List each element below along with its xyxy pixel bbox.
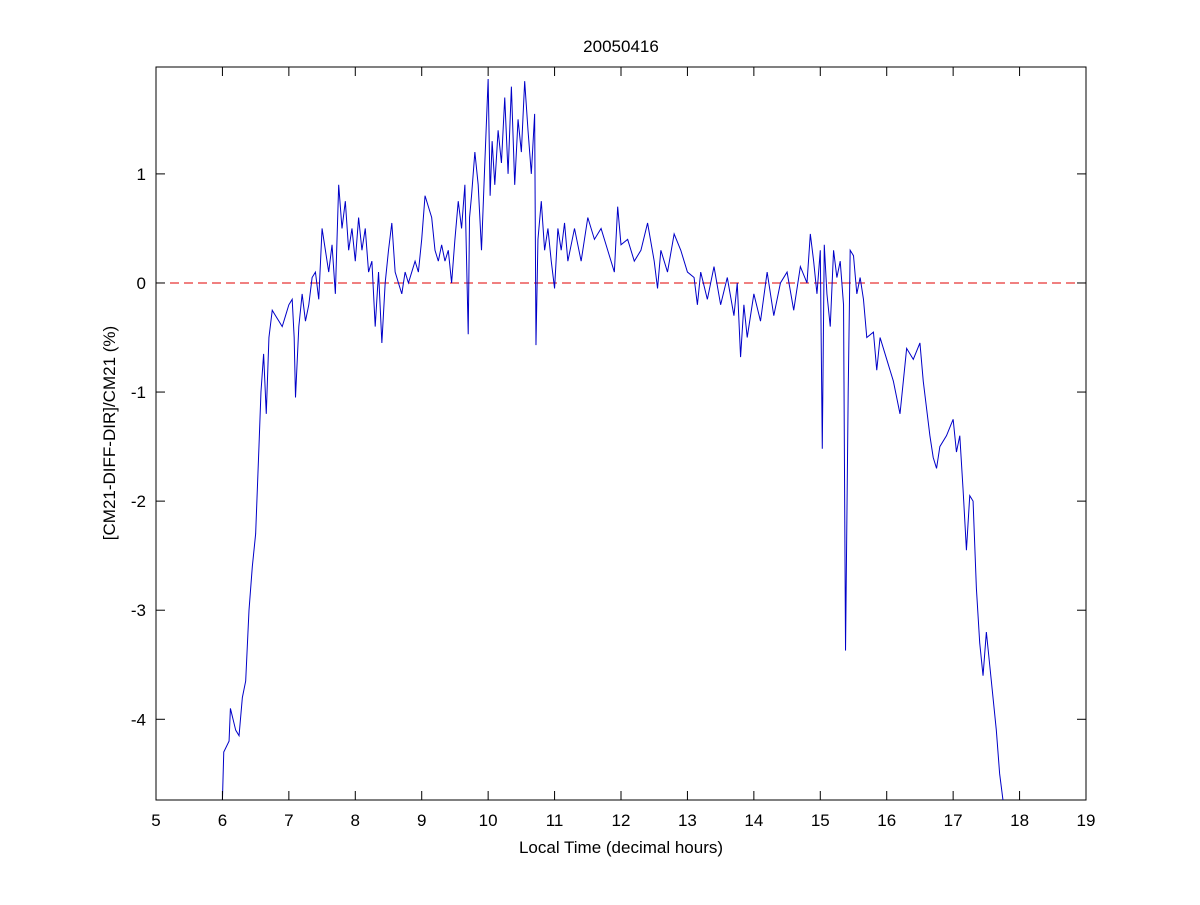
x-tick-label: 6 [218, 811, 227, 830]
y-axis-label: [CM21-DIFF-DIR]/CM21 (%) [100, 326, 119, 540]
y-tick-label: -1 [131, 383, 146, 402]
x-tick-label: 16 [877, 811, 896, 830]
x-tick-label: 13 [678, 811, 697, 830]
x-tick-label: 10 [479, 811, 498, 830]
y-tick-label: -3 [131, 601, 146, 620]
x-tick-label: 7 [284, 811, 293, 830]
data-line [221, 78, 1004, 800]
plot-area [156, 78, 1086, 800]
x-tick-label: 17 [944, 811, 963, 830]
x-tick-label: 5 [151, 811, 160, 830]
x-axis-label: Local Time (decimal hours) [519, 838, 723, 857]
y-tick-label: -4 [131, 710, 146, 729]
y-tick-label: -2 [131, 492, 146, 511]
x-tick-label: 12 [612, 811, 631, 830]
x-tick-label: 11 [546, 811, 564, 830]
y-tick-label: 1 [137, 165, 146, 184]
x-tick-label: 14 [744, 811, 763, 830]
y-tick-label: 0 [137, 274, 146, 293]
plot-frame [155, 66, 1087, 801]
x-tick-label: 19 [1077, 811, 1096, 830]
x-tick-label: 9 [417, 811, 426, 830]
x-tick-label: 15 [811, 811, 830, 830]
chart-title: 20050416 [583, 37, 659, 56]
x-tick-label: 18 [1010, 811, 1029, 830]
x-tick-label: 8 [351, 811, 360, 830]
